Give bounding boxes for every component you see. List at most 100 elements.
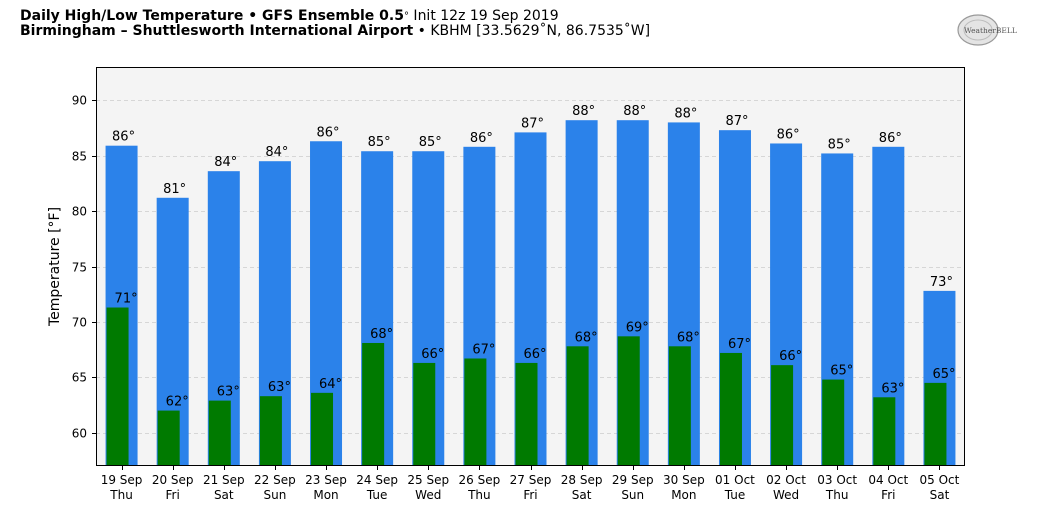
low-temp-bar	[464, 358, 487, 466]
x-tick-label: 21 Sep Sat	[203, 473, 245, 502]
high-temp-label: 88°	[623, 104, 646, 119]
y-tick-label: 75	[72, 261, 87, 275]
x-tick-date: 19 Sep	[101, 473, 143, 487]
x-tick-label: 27 Sep Fri	[510, 473, 552, 502]
x-tick-weekday: Mon	[313, 488, 338, 502]
x-tick-weekday: Fri	[881, 488, 895, 502]
x-tick-weekday: Thu	[109, 488, 133, 502]
x-tick-label: 29 Sep Sun	[612, 473, 654, 502]
low-temp-label: 66°	[779, 349, 802, 364]
x-tick-weekday: Wed	[773, 488, 799, 502]
x-tick-date: 02 Oct	[766, 473, 806, 487]
x-tick-date: 28 Sep	[561, 473, 603, 487]
x-tick-date: 22 Sep	[254, 473, 296, 487]
low-temp-label: 65°	[932, 367, 955, 382]
high-temp-label: 85°	[419, 135, 442, 150]
low-temp-label: 63°	[881, 381, 904, 396]
low-temp-bar	[208, 400, 231, 466]
high-temp-label: 84°	[214, 155, 237, 170]
x-tick-label: 20 Sep Fri	[152, 473, 194, 502]
x-tick-label: 05 Oct Sat	[920, 473, 960, 502]
high-temp-label: 73°	[930, 275, 953, 290]
x-tick-date: 01 Oct	[715, 473, 755, 487]
x-tick-weekday: Sat	[930, 488, 950, 502]
y-axis: 60 65 70 75 80 85 90	[72, 94, 96, 441]
x-tick-label: 19 Sep Thu	[101, 473, 143, 502]
logo-text: WeatherBELL	[964, 26, 1017, 35]
low-temp-label: 69°	[626, 320, 649, 335]
title-line-2: Birmingham – Shuttlesworth International…	[20, 24, 650, 39]
low-temp-bar	[515, 362, 538, 466]
low-temp-bar	[924, 382, 947, 466]
low-temp-label: 66°	[524, 347, 547, 362]
low-temp-bar	[873, 397, 896, 466]
low-temp-bar	[259, 396, 282, 466]
low-temp-label: 71°	[115, 292, 138, 307]
low-temp-label: 62°	[166, 395, 189, 410]
logo-graphic: WeatherBELL	[957, 14, 1017, 46]
low-temp-bar	[668, 346, 691, 466]
x-tick-label: 01 Oct Tue	[715, 473, 755, 502]
low-temp-label: 63°	[217, 385, 240, 400]
y-axis-label: Temperature [°F]	[47, 207, 63, 327]
low-temp-label: 65°	[830, 364, 853, 379]
x-tick-label: 24 Sep Tue	[356, 473, 398, 502]
high-temp-label: 87°	[725, 114, 748, 129]
low-temp-bar	[771, 365, 794, 466]
plot-frame	[96, 67, 965, 466]
high-temp-label: 86°	[879, 131, 902, 146]
x-tick-weekday: Thu	[467, 488, 491, 502]
low-temp-label: 68°	[575, 330, 598, 345]
chart-title: Daily High/Low Temperature • GFS Ensembl…	[20, 9, 650, 39]
low-temp-bar	[106, 307, 129, 466]
high-temp-label: 88°	[674, 106, 697, 121]
low-temp-bar	[566, 346, 589, 466]
x-tick-date: 30 Sep	[663, 473, 705, 487]
high-temp-label: 87°	[521, 116, 544, 131]
high-temp-label: 86°	[470, 131, 493, 146]
x-tick-weekday: Sat	[214, 488, 234, 502]
high-temp-label: 85°	[368, 135, 391, 150]
subtitle-station: • KBHM [33.5629˚N, 86.7535˚W]	[413, 23, 651, 39]
high-temp-label: 84°	[265, 145, 288, 160]
x-tick-weekday: Mon	[671, 488, 696, 502]
x-tick-date: 03 Oct	[817, 473, 857, 487]
low-temp-bar	[157, 410, 180, 466]
high-temp-label: 86°	[317, 125, 340, 140]
x-tick-date: 29 Sep	[612, 473, 654, 487]
low-temp-label: 66°	[421, 347, 444, 362]
x-tick-date: 21 Sep	[203, 473, 245, 487]
y-tick-label: 80	[72, 205, 87, 219]
x-tick-label: 02 Oct Wed	[766, 473, 806, 502]
x-tick-label: 04 Oct Fri	[868, 473, 908, 502]
x-tick-weekday: Sun	[621, 488, 644, 502]
x-tick-label: 03 Oct Thu	[817, 473, 857, 502]
x-tick-weekday: Sun	[263, 488, 286, 502]
x-tick-weekday: Thu	[825, 488, 849, 502]
data-labels: 86° 71° 81° 62° 84° 63° 84° 63° 86° 64° 85° 68° 85° 6…	[112, 104, 955, 409]
low-temp-label: 68°	[677, 330, 700, 345]
x-tick-date: 20 Sep	[152, 473, 194, 487]
x-tick-date: 04 Oct	[868, 473, 908, 487]
high-temp-label: 86°	[112, 130, 135, 145]
low-temp-label: 63°	[268, 380, 291, 395]
x-tick-weekday: Fri	[523, 488, 537, 502]
low-temp-label: 67°	[472, 342, 495, 357]
y-tick-label: 85	[72, 150, 87, 164]
y-tick-label: 90	[72, 94, 87, 108]
x-tick-label: 22 Sep Sun	[254, 473, 296, 502]
x-tick-date: 24 Sep	[356, 473, 398, 487]
x-tick-weekday: Sat	[572, 488, 592, 502]
high-temp-label: 86°	[777, 127, 800, 142]
title-main: Daily High/Low Temperature • GFS Ensembl…	[20, 8, 404, 24]
high-temp-label: 88°	[572, 104, 595, 119]
x-tick-date: 27 Sep	[510, 473, 552, 487]
x-tick-label: 25 Sep Wed	[407, 473, 449, 502]
low-temp-label: 64°	[319, 377, 342, 392]
x-tick-label: 30 Sep Mon	[663, 473, 705, 502]
x-tick-weekday: Fri	[166, 488, 180, 502]
low-temp-bar	[413, 362, 436, 466]
x-tick-date: 23 Sep	[305, 473, 347, 487]
subtitle-main: Birmingham – Shuttlesworth International…	[20, 23, 414, 39]
